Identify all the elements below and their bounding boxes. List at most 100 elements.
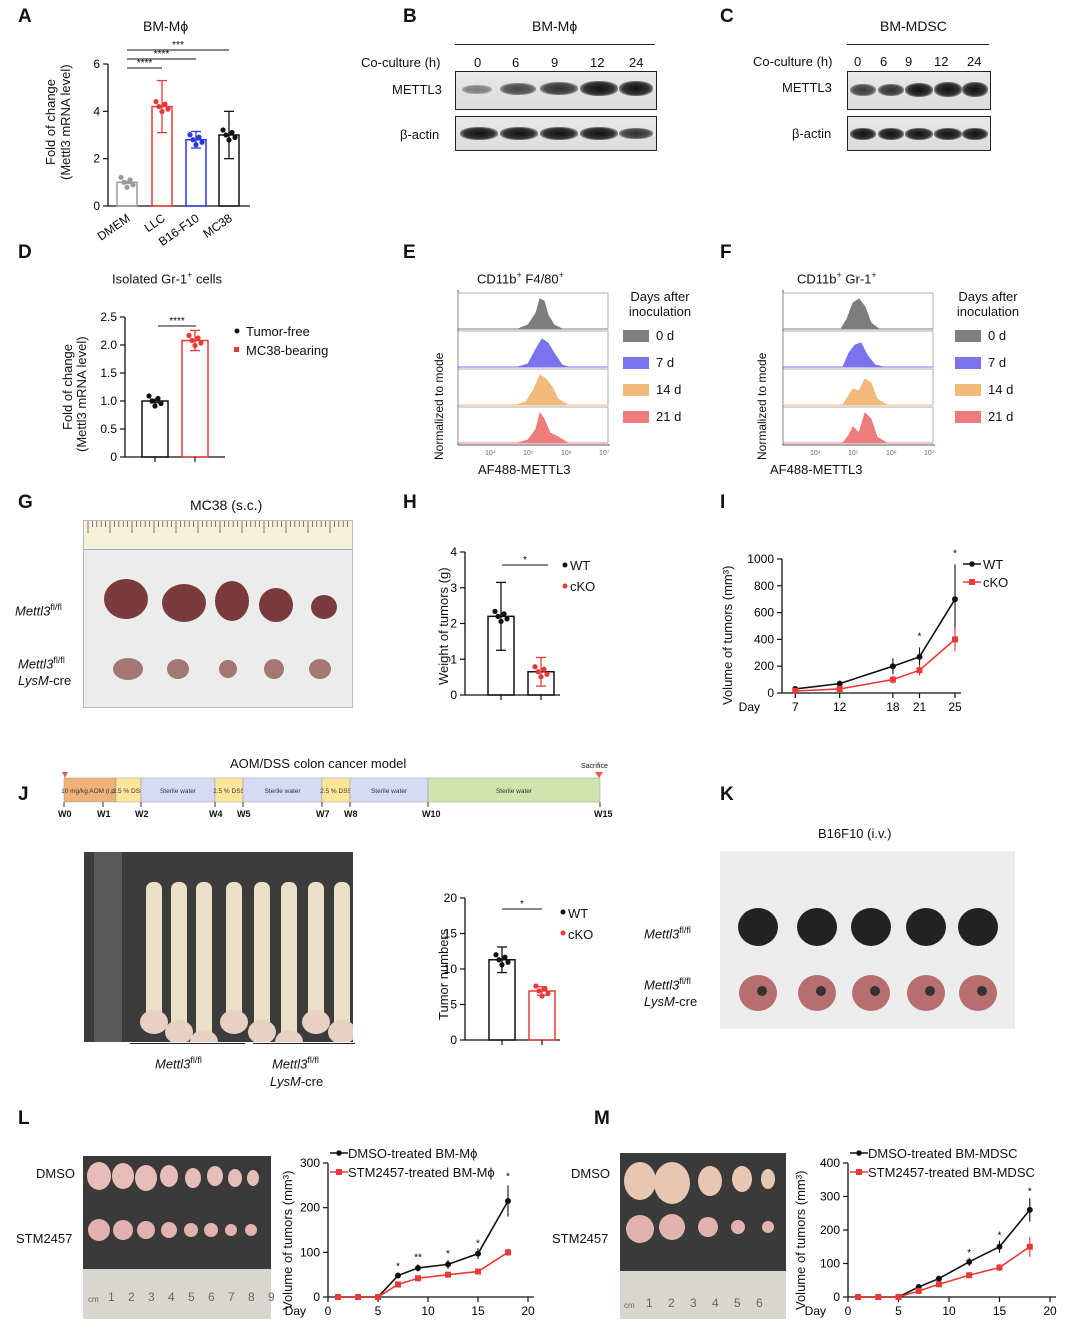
panel-e-histogram-x-tick-label: 10⁶ xyxy=(561,450,572,457)
panel-i-series-line xyxy=(795,638,956,692)
panel-j-title: AOM/DSS colon cancer model xyxy=(230,756,407,771)
lung-metastatic xyxy=(738,908,778,946)
panel-k-row2b: LysM-cre xyxy=(644,994,698,1009)
panel-l-row1: DMSO xyxy=(36,1166,75,1181)
panel-m-chart: 0 100 200 300 400 0 5 10 15 20 Day * * * xyxy=(805,1150,1057,1318)
panel-j-bar-point xyxy=(502,954,508,960)
panel-b-time: 0 xyxy=(474,55,482,70)
panel-j-y-tick-label: 20 xyxy=(444,891,458,905)
ruler-label: 5 xyxy=(188,1290,195,1304)
panel-l-sig-label: * xyxy=(396,1261,400,1272)
panel-m-legend-marker xyxy=(856,1169,862,1175)
panel-c-rule xyxy=(847,44,989,45)
panel-l-point xyxy=(335,1294,341,1300)
ruler-label: 5 xyxy=(734,1296,741,1310)
panel-label-g: G xyxy=(18,492,33,513)
ruler-label: 8 xyxy=(248,1290,255,1304)
colon xyxy=(171,882,187,1032)
panel-l-photo xyxy=(83,1156,271,1319)
panel-l-y-tick-label: 200 xyxy=(300,1201,320,1215)
panel-f-xlabel: AF488-METTL3 xyxy=(770,462,863,477)
panel-d-sig-label: **** xyxy=(169,316,185,327)
panel-h-ylabel: Weight of tumors (g) xyxy=(436,567,451,685)
timeline-segment-label: Sterile water xyxy=(371,788,408,795)
panel-j-y-tick-label: 0 xyxy=(450,1033,457,1047)
lung-nodule xyxy=(977,986,987,996)
panel-l-x-tick-label: 5 xyxy=(375,1304,382,1318)
panel-d-y-tick-label: 2.5 xyxy=(100,310,117,324)
panel-m-y-tick-label: 100 xyxy=(820,1257,840,1271)
timeline-segment xyxy=(321,777,351,803)
panel-h-bar-point xyxy=(544,671,550,677)
panel-e-histogram-x-tick-label: 10⁵ xyxy=(523,450,534,457)
panel-d-bar-point xyxy=(195,335,201,341)
panel-label-a: A xyxy=(18,6,32,27)
panel-l-legend-2: STM2457-treated BM-Mϕ xyxy=(348,1165,495,1180)
lung-nodule xyxy=(870,986,880,996)
panel-l-point xyxy=(395,1272,401,1279)
panel-label-l: L xyxy=(18,1108,30,1129)
tumor xyxy=(309,659,331,679)
panel-i-legend-marker xyxy=(969,561,975,567)
timeline-week-label: W15 xyxy=(594,809,613,819)
panel-label-d: D xyxy=(18,242,32,263)
panel-d-y-tick-label: 1.0 xyxy=(100,394,117,408)
panel-d-legend-marker xyxy=(234,328,240,334)
panel-c-time: 9 xyxy=(905,54,913,69)
panel-f-histogram-x-tick-label: 10⁶ xyxy=(886,450,897,457)
panel-e-legend-swatch xyxy=(623,411,649,423)
panel-m-sig-label: * xyxy=(1028,1186,1032,1197)
panel-h-y-tick-label: 0 xyxy=(450,688,457,702)
tumor xyxy=(104,579,148,619)
panel-m-legend-1: DMSO-treated BM-MDSC xyxy=(868,1146,1018,1161)
panel-j-bar-point xyxy=(539,993,545,999)
panel-e-histogram-peak xyxy=(458,374,608,406)
ruler xyxy=(94,852,122,1042)
tumor xyxy=(113,1220,133,1240)
panel-j-legend-marker xyxy=(560,909,566,915)
panel-b-row2: β-actin xyxy=(400,127,440,142)
panel-h-bar-point xyxy=(535,669,541,675)
lung-nodule xyxy=(816,986,826,996)
panel-e-legend-title: Days after inoculation xyxy=(628,289,692,319)
panel-a-bar xyxy=(185,138,207,207)
panel-l-point xyxy=(475,1268,481,1275)
timeline-week-label: W10 xyxy=(422,809,441,819)
panel-a-bar-point xyxy=(156,104,162,110)
tumor xyxy=(225,1224,237,1236)
panel-d-y-tick-label: 1.5 xyxy=(100,366,117,380)
panel-d-title: Isolated Gr-1+ cells xyxy=(112,270,223,287)
panel-b-rule xyxy=(455,44,655,45)
panel-h-bar-point xyxy=(495,613,501,619)
panel-i-chart: 0 200 400 600 800 1000 7 12 18 21 25 Day * * xyxy=(739,548,981,714)
panel-i-y-tick-label: 0 xyxy=(767,686,774,700)
panel-d-y-tick-label: 0.5 xyxy=(100,422,117,436)
panel-e-title: CD11b+ F4/80+ xyxy=(477,270,564,287)
panel-a-x-tick-label: DMEM xyxy=(95,211,133,244)
panel-l-x-tick-label: 10 xyxy=(421,1304,435,1318)
panel-g-row1: Mettl3fl/fl xyxy=(15,602,62,619)
panel-d-bar-point xyxy=(186,332,192,339)
ruler-label: 2 xyxy=(128,1290,135,1304)
panel-d-legend-2: MC38-bearing xyxy=(246,343,329,358)
panel-j-bar-point xyxy=(533,983,539,989)
panel-a-y-tick-label: 2 xyxy=(93,152,100,166)
panel-i-x-tick-label: 18 xyxy=(886,700,900,714)
tumor xyxy=(624,1162,656,1200)
panel-k-row1: Mettl3fl/fl xyxy=(644,925,691,942)
panel-f-histogram-x-tick-label: 10⁴ xyxy=(810,450,821,457)
panel-k-row2a: Mettl3fl/fl xyxy=(644,976,691,993)
colon-base xyxy=(275,1030,303,1042)
colon xyxy=(308,882,324,1022)
panel-a-bar-point xyxy=(220,127,226,133)
panel-e-legend-label: 21 d xyxy=(656,409,682,424)
panel-m-ylabel: Volume of tumors (mm³) xyxy=(793,1170,808,1310)
ruler-label: 1 xyxy=(646,1296,653,1310)
panel-j-group1: Mettl3fl/fl xyxy=(155,1055,202,1072)
panel-m-x-tick-label: 20 xyxy=(1043,1304,1057,1318)
panel-a-bar-point xyxy=(165,106,171,112)
tumor xyxy=(160,1165,178,1187)
panel-c-coculture: Co-culture (h) xyxy=(753,54,833,69)
ruler xyxy=(84,521,352,550)
panel-d-chart: 0 0.5 1.0 1.5 2.0 2.5 **** xyxy=(100,310,240,464)
